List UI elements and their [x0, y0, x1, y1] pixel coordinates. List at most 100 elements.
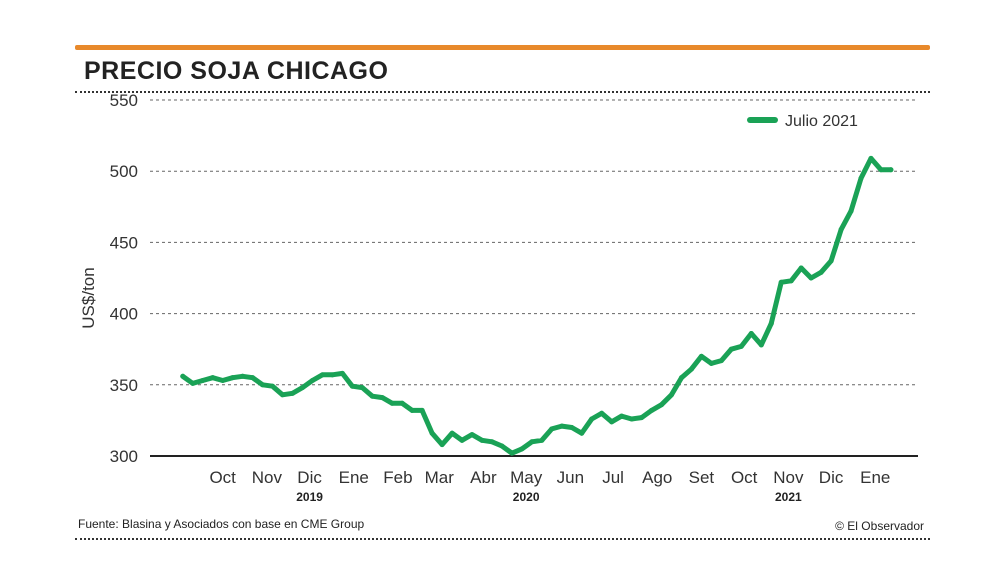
data-point-24: [419, 407, 425, 413]
data-point-53: [708, 360, 714, 366]
data-point-66: [838, 227, 844, 233]
y-tick-label-550: 550: [110, 91, 138, 110]
x-tick-label-0: Oct: [209, 468, 236, 487]
series-line-0: [180, 155, 894, 456]
data-point-2: [200, 378, 206, 384]
data-point-30: [479, 437, 485, 443]
data-point-60: [778, 279, 784, 285]
y-tick-label-450: 450: [110, 233, 138, 252]
source-note: Fuente: Blasina y Asociados con base en …: [78, 517, 365, 531]
data-point-12: [299, 385, 305, 391]
data-point-0: [180, 373, 186, 379]
data-point-27: [449, 430, 455, 436]
data-point-41: [589, 416, 595, 422]
data-point-8: [260, 382, 266, 388]
data-point-52: [698, 353, 704, 359]
x-tick-label-7: May: [510, 468, 543, 487]
data-point-34: [519, 446, 525, 452]
data-point-7: [250, 375, 256, 381]
x-tick-label-6: Abr: [470, 468, 497, 487]
title-divider: [75, 91, 930, 93]
data-point-63: [808, 275, 814, 281]
data-point-39: [569, 425, 575, 431]
y-axis-title: US$/ton: [79, 267, 98, 328]
data-point-17: [349, 383, 355, 389]
data-point-19: [369, 393, 375, 399]
data-point-57: [748, 331, 754, 337]
x-tick-label-12: Oct: [731, 468, 758, 487]
data-point-47: [649, 407, 655, 413]
series-group: [180, 155, 894, 456]
x-tick-label-2: Dic: [297, 468, 322, 487]
data-point-21: [389, 400, 395, 406]
x-tick-label-3: Ene: [339, 468, 369, 487]
x-tick-label-13: Nov: [773, 468, 804, 487]
data-point-71: [888, 167, 894, 173]
data-point-1: [190, 380, 196, 386]
data-point-37: [549, 426, 555, 432]
year-label-2020: 2020: [513, 490, 540, 504]
y-tick-label-300: 300: [110, 447, 138, 466]
data-point-35: [529, 439, 535, 445]
year-label-2019: 2019: [296, 490, 323, 504]
data-point-45: [629, 416, 635, 422]
data-point-56: [738, 343, 744, 349]
credit-note: © El Observador: [835, 519, 924, 533]
data-point-33: [509, 450, 515, 456]
x-tick-label-4: Feb: [383, 468, 412, 487]
x-tick-label-1: Nov: [252, 468, 283, 487]
x-tick-label-9: Jul: [602, 468, 624, 487]
data-point-15: [329, 372, 335, 378]
data-point-65: [828, 258, 834, 264]
data-point-54: [718, 358, 724, 364]
data-point-69: [868, 155, 874, 161]
year-labels: 2019 2020 2021: [296, 490, 802, 504]
data-point-22: [399, 400, 405, 406]
data-point-23: [409, 407, 415, 413]
data-point-9: [270, 383, 276, 389]
data-point-16: [339, 370, 345, 376]
data-point-13: [309, 378, 315, 384]
data-point-18: [359, 385, 365, 391]
x-tick-label-8: Jun: [557, 468, 584, 487]
data-point-11: [289, 390, 295, 396]
y-axis-tick-labels: 300 350 400 450 500 550: [110, 91, 138, 466]
data-point-48: [659, 402, 665, 408]
data-point-26: [439, 442, 445, 448]
data-point-70: [878, 167, 884, 173]
data-point-32: [499, 443, 505, 449]
data-point-29: [469, 432, 475, 438]
data-point-38: [559, 423, 565, 429]
data-point-68: [858, 175, 864, 181]
x-axis-tick-labels: Oct Nov Dic Ene Feb Mar Abr May Jun Jul Ago Set Oct N…: [209, 468, 890, 487]
data-point-51: [688, 366, 694, 372]
data-point-64: [818, 269, 824, 275]
data-point-14: [319, 372, 325, 378]
footer-divider: [75, 538, 930, 540]
data-point-67: [848, 208, 854, 214]
data-point-50: [678, 375, 684, 381]
data-point-61: [788, 278, 794, 284]
data-point-46: [639, 415, 645, 421]
x-tick-label-14: Dic: [819, 468, 844, 487]
x-tick-label-5: Mar: [425, 468, 455, 487]
data-point-55: [728, 346, 734, 352]
y-tick-label-400: 400: [110, 305, 138, 324]
data-point-58: [758, 342, 764, 348]
data-point-6: [240, 373, 246, 379]
data-point-40: [579, 430, 585, 436]
data-point-44: [619, 413, 625, 419]
data-point-49: [668, 392, 674, 398]
data-point-20: [379, 395, 385, 401]
x-tick-label-10: Ago: [642, 468, 672, 487]
data-point-62: [798, 265, 804, 271]
data-point-36: [539, 437, 545, 443]
data-point-43: [609, 419, 615, 425]
data-point-3: [210, 375, 216, 381]
data-point-10: [280, 392, 286, 398]
x-tick-label-15: Ene: [860, 468, 890, 487]
grid-lines: [150, 99, 918, 386]
y-tick-label-500: 500: [110, 162, 138, 181]
top-accent-rule: [75, 45, 930, 50]
